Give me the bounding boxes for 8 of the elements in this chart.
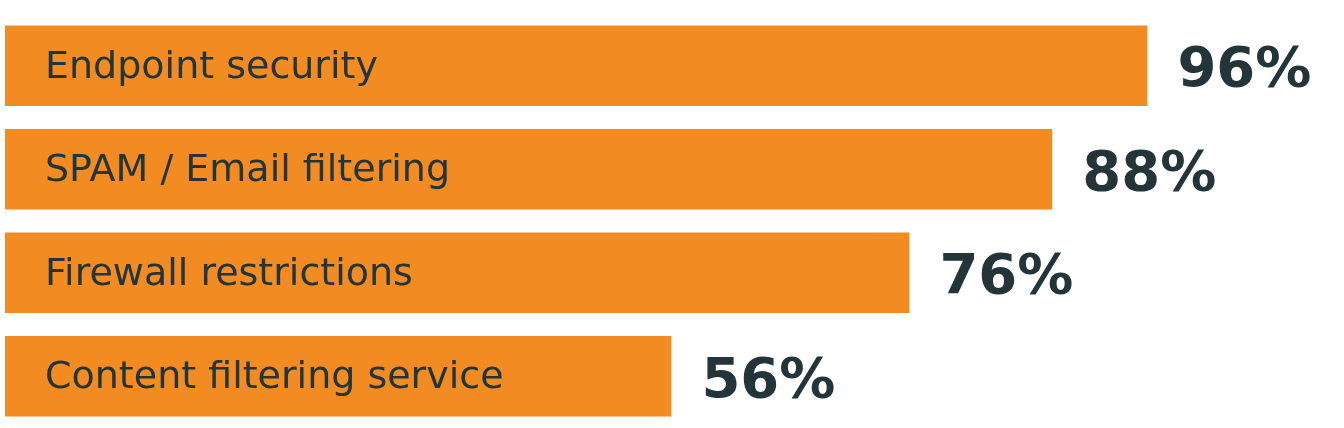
- data-label: 88%: [1082, 137, 1217, 203]
- data-label: 76%: [939, 241, 1074, 307]
- y-tick-label: Endpoint security: [45, 42, 378, 87]
- y-tick-label: SPAM / Email filtering: [45, 146, 451, 191]
- data-label: 56%: [701, 344, 836, 410]
- data-label: 96%: [1177, 34, 1312, 100]
- y-tick-label: Content filtering service: [45, 353, 504, 398]
- y-tick-label: Firewall restrictions: [45, 249, 413, 294]
